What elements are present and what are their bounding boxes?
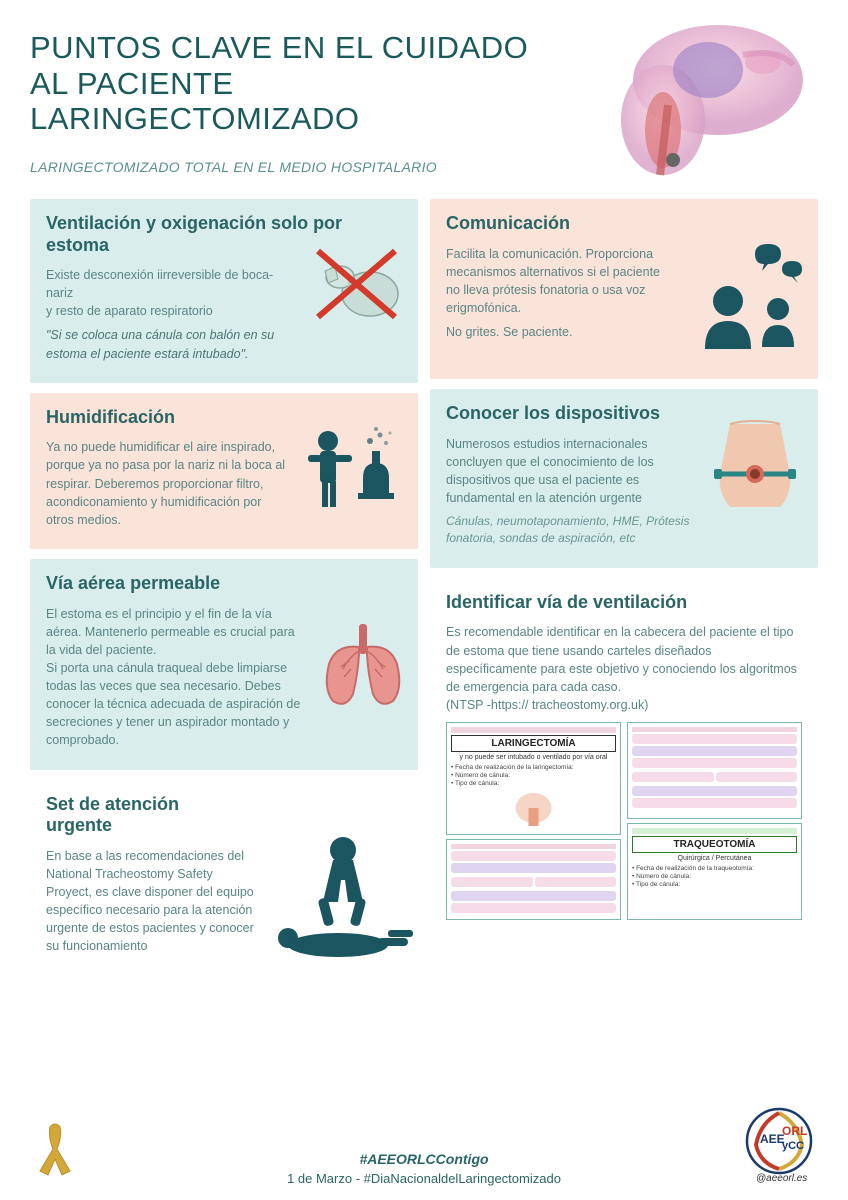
hashtag-secondary: 1 de Marzo - #DiaNacionaldelLaringectomi…: [30, 1171, 818, 1186]
card-humidificacion: Humidificación Ya no puede humidificar e…: [30, 393, 418, 549]
card-body: Es recomendable identificar en la cabece…: [446, 623, 802, 714]
card-title: Identificar vía de ventilación: [446, 592, 802, 614]
card-body: Numerosos estudios internacionales concl…: [446, 435, 676, 508]
humidifier-person-icon: [298, 423, 408, 523]
card-identificar: Identificar vía de ventilación Es recome…: [430, 578, 818, 1143]
card-comunicacion: Comunicación Facilita la comunicación. P…: [430, 199, 818, 379]
card-ventilacion: Ventilación y oxigenación solo por estom…: [30, 199, 418, 383]
card-set-urgente: Set de atención urgente En base a las re…: [30, 780, 418, 976]
content-columns: Ventilación y oxigenación solo por estom…: [30, 199, 818, 1143]
people-chat-icon: [690, 239, 810, 364]
card-body: Facilita la comunicación. Proporciona me…: [446, 245, 676, 318]
poster-laringectomia: LARINGECTOMÍA y no puede ser intubado o …: [446, 722, 621, 835]
poster-flow-1: [446, 839, 621, 920]
awareness-ribbon-icon: [30, 1119, 80, 1184]
card-title: Comunicación: [446, 213, 802, 235]
poster-title: LARINGECTOMÍA: [451, 735, 616, 752]
card-body: El estoma es el principio y el fin de la…: [46, 605, 306, 750]
hashtag-primary: #AEEORLCContigo: [30, 1151, 818, 1167]
poster-title: TRAQUEOTOMÍA: [632, 836, 797, 853]
svg-text:yCC: yCC: [782, 1140, 804, 1152]
right-column: Comunicación Facilita la comunicación. P…: [430, 199, 818, 1143]
svg-text:@aeeorl.es: @aeeorl.es: [756, 1173, 807, 1183]
card-note: Cánulas, neumotaponamiento, HME, Prótesi…: [446, 513, 706, 548]
infographic-page: PUNTOS CLAVE EN EL CUIDADO AL PACIENTE L…: [0, 0, 848, 1200]
card-body: Ya no puede humidificar el aire inspirad…: [46, 438, 286, 529]
poster-sub: Quirúrgica / Percutánea: [632, 855, 797, 862]
card-title: Set de atención urgente: [46, 794, 246, 837]
org-logo: AEE ORL yCC @aeeorl.es: [740, 1105, 818, 1188]
card-via-aerea: Vía aérea permeable El estoma es el prin…: [30, 559, 418, 770]
lungs-icon: [311, 619, 416, 719]
footer: #AEEORLCContigo 1 de Marzo - #DiaNaciona…: [30, 1143, 818, 1190]
card-quote: "Si se coloca una cánula con balón en su…: [46, 326, 306, 362]
card-body: En base a las recomendaciones del Nation…: [46, 847, 256, 956]
svg-text:ORL: ORL: [782, 1124, 807, 1138]
main-title: PUNTOS CLAVE EN EL CUIDADO AL PACIENTE L…: [30, 30, 550, 137]
poster-sub: y no puede ser intubado o ventilado por …: [451, 754, 616, 761]
card-dispositivos: Conocer los dispositivos Numerosos estud…: [430, 389, 818, 568]
bvm-crossed-icon: [300, 239, 410, 339]
left-column: Ventilación y oxigenación solo por estom…: [30, 199, 418, 1143]
card-title: Vía aérea permeable: [46, 573, 402, 595]
neck-stoma-icon: [700, 419, 810, 524]
card-body: Existe desconexión iirreversible de boca…: [46, 266, 276, 320]
poster-flow-2: [627, 722, 802, 819]
header: PUNTOS CLAVE EN EL CUIDADO AL PACIENTE L…: [30, 30, 818, 175]
cpr-icon: [263, 830, 423, 975]
head-anatomy-illustration: [568, 20, 828, 190]
poster-thumbnails: LARINGECTOMÍA y no puede ser intubado o …: [446, 722, 802, 920]
poster-traqueotomia: TRAQUEOTOMÍA Quirúrgica / Percutánea • F…: [627, 823, 802, 920]
svg-text:AEE: AEE: [760, 1132, 785, 1146]
